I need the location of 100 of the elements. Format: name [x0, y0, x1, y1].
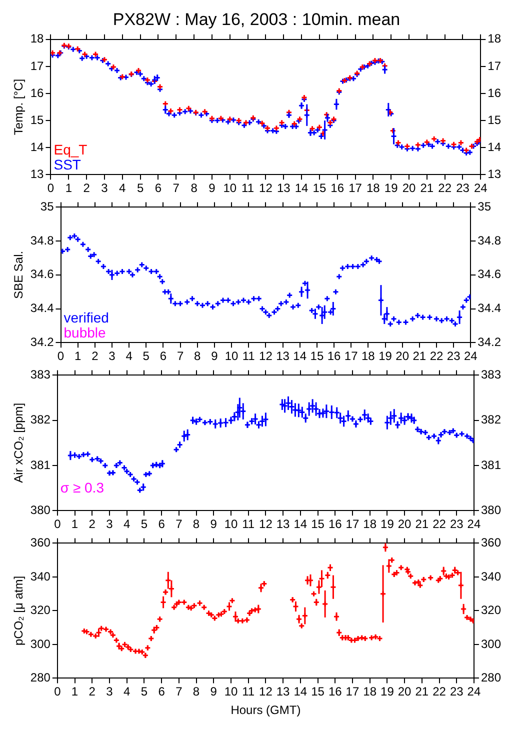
x-tick-label: 21	[412, 349, 426, 364]
x-tick-label: 22	[432, 684, 446, 699]
x-tick-label: 16	[330, 181, 344, 196]
x-tick-label: 10	[224, 349, 239, 364]
text: verified	[64, 310, 109, 326]
x-tick-label: 2	[83, 181, 90, 196]
x-tick-label: 19	[380, 684, 394, 699]
x-tick-label: 15	[311, 684, 325, 699]
x-tick-label: 13	[276, 684, 290, 699]
y-tick-label: 300	[30, 636, 51, 651]
y-axis-title: SBE Sal.	[12, 250, 26, 299]
y2-tick-label: 34.6	[478, 267, 502, 282]
x-tick-label: 20	[398, 684, 412, 699]
y2-tick-label: 320	[480, 603, 502, 618]
y-tick-label: 34.8	[30, 233, 54, 248]
x-tick-label: 4	[124, 684, 131, 699]
x-tick-label: 19	[384, 181, 398, 196]
x-tick-label: 2	[88, 517, 96, 532]
x-tick-label: 18	[361, 349, 376, 364]
y-axis-title: pCO₂ [μ atm]	[12, 576, 26, 646]
y-tick-label: 383	[30, 368, 51, 382]
text: Eq_T	[54, 142, 88, 158]
x-tick-label: 18	[366, 181, 380, 196]
x-tick-label: 6	[158, 684, 166, 699]
x-tick-label: 12	[259, 181, 273, 196]
x-tick-label: 1	[74, 349, 82, 364]
y-tick-label: 381	[30, 458, 51, 472]
x-tick-label: 0	[54, 517, 62, 532]
y2-tick-label: 340	[480, 569, 502, 584]
y-tick-label: 14	[30, 140, 44, 154]
x-tick-label: 1	[65, 181, 72, 196]
chart-title: PX82W : May 16, 2003 : 10min. mean	[112, 10, 400, 29]
x-tick-label: 6	[154, 181, 162, 196]
y2-tick-label: 383	[480, 368, 502, 382]
x-tick-label: 9	[208, 181, 216, 196]
x-tick-label: 2	[88, 684, 96, 699]
x-tick-label: 10	[224, 517, 238, 532]
x-tick-label: 10	[223, 181, 237, 196]
x-tick-label: 3	[106, 517, 114, 532]
x-tick-label: 17	[348, 181, 362, 196]
x-tick-label: 19	[380, 517, 394, 532]
y2-tick-label: 34.2	[478, 334, 502, 349]
x-tick-label: 17	[344, 349, 358, 364]
x-tick-label: 11	[242, 517, 255, 532]
y2-tick-label: 15	[488, 112, 502, 127]
y-tick-label: 360	[30, 536, 51, 550]
x-tick-label: 3	[108, 349, 116, 364]
y2-tick-label: 280	[480, 670, 502, 685]
x-tick-label: 5	[142, 349, 150, 364]
y2-tick-label: 14	[488, 140, 502, 154]
x-tick-label: 20	[396, 349, 410, 364]
x-tick-label: 19	[378, 349, 392, 364]
x-tick-label: 9	[210, 684, 218, 699]
y-tick-label: 34.4	[30, 301, 54, 316]
x-tick-label: 9	[211, 349, 218, 364]
x-tick-label: 16	[328, 684, 342, 699]
x-tick-label: 8	[192, 684, 200, 699]
y-tick-label: 380	[30, 502, 51, 517]
y2-tick-label: 35	[478, 200, 492, 214]
x-tick-label: 7	[172, 181, 180, 196]
x-tick-label: 21	[420, 181, 434, 196]
y2-tick-label: 17	[488, 58, 502, 73]
x-tick-label: 11	[242, 181, 254, 196]
y2-tick-label: 360	[480, 536, 502, 550]
x-tick-label: 14	[294, 181, 309, 196]
x-tick-label: 13	[276, 349, 290, 364]
y-tick-label: 35	[40, 200, 54, 214]
x-tick-label: 24	[467, 684, 481, 699]
x-tick-label: 20	[402, 181, 416, 196]
x-tick-label: 8	[192, 517, 200, 532]
x-tick-label: 22	[430, 349, 444, 364]
x-tick-label: 11	[242, 349, 256, 364]
x-tick-label: 13	[276, 517, 290, 532]
x-tick-label: 12	[259, 349, 273, 364]
x-tick-label: 14	[294, 684, 308, 699]
x-tick-label: 24	[464, 349, 478, 364]
text: SST	[54, 156, 82, 173]
y-tick-label: 15	[30, 112, 44, 127]
x-tick-label: 22	[432, 517, 446, 532]
y2-tick-label: 300	[480, 636, 502, 651]
x-tick-label: 23	[450, 517, 464, 532]
x-tick-label: 2	[92, 349, 99, 364]
x-tick-label: 3	[101, 181, 108, 196]
x-tick-label: 5	[136, 181, 144, 196]
x-tick-label: 12	[259, 684, 273, 699]
x-tick-label: 10	[224, 684, 238, 699]
y2-tick-label: 34.4	[478, 301, 502, 316]
y2-tick-label: 34.8	[478, 233, 502, 248]
x-tick-label: 4	[119, 181, 126, 196]
x-tick-label: 14	[293, 349, 307, 364]
x-tick-label: 23	[446, 349, 461, 364]
y-tick-label: 16	[30, 86, 44, 100]
x-tick-label: 16	[328, 517, 342, 532]
x-tick-label: 8	[190, 181, 198, 196]
y2-tick-label: 382	[480, 412, 502, 427]
x-tick-label: 15	[312, 181, 326, 196]
annotation: σ ≥ 0.3	[60, 480, 104, 496]
x-tick-label: 21	[415, 684, 429, 699]
x-tick-label: 0	[57, 349, 64, 364]
x-tick-label: 18	[363, 517, 377, 532]
